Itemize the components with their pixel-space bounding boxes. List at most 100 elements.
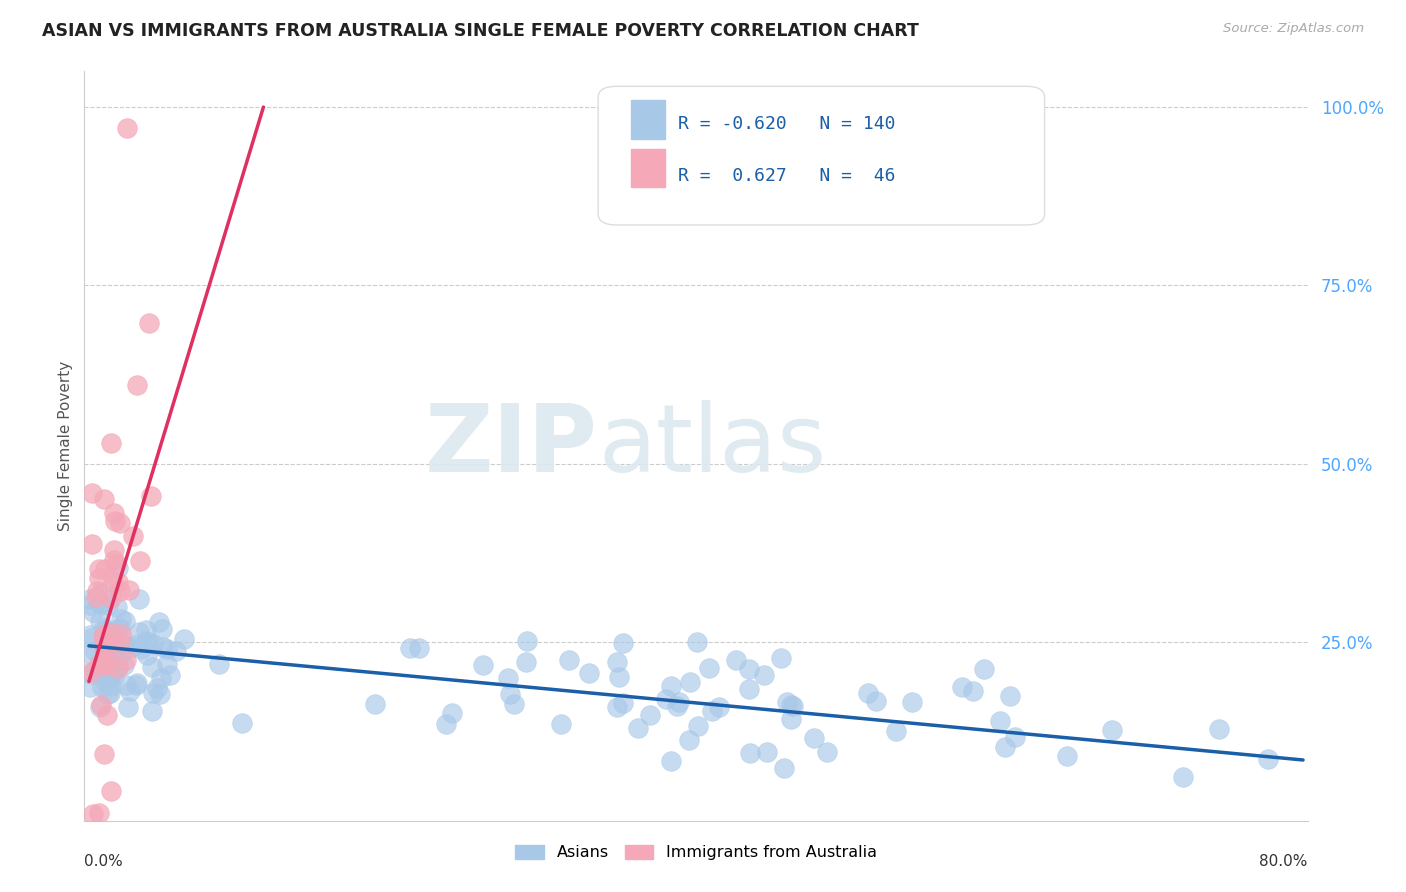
Point: [97, 599, 120, 613]
Point: [110, 612, 132, 626]
Point: [110, 621, 132, 635]
Point: [104, 557, 127, 571]
Point: [738, 681, 761, 696]
Point: [112, 636, 135, 650]
Point: [578, 665, 600, 680]
Point: [79, 598, 101, 612]
Point: [135, 623, 157, 637]
Point: [138, 316, 160, 330]
Point: [364, 697, 387, 711]
Point: [93, 491, 115, 506]
Point: [165, 644, 187, 658]
Point: [125, 377, 148, 392]
Point: [82, 806, 104, 821]
Point: [91, 663, 114, 677]
Point: [136, 635, 159, 649]
Point: [89, 614, 111, 628]
Point: [105, 658, 128, 673]
Point: [84, 643, 107, 657]
Point: [655, 692, 678, 706]
Point: [89, 598, 111, 612]
FancyBboxPatch shape: [631, 149, 665, 187]
Point: [606, 700, 628, 714]
Point: [89, 699, 111, 714]
Text: R =  0.627   N =  46: R = 0.627 N = 46: [678, 168, 896, 186]
Point: [101, 626, 124, 640]
Point: [159, 668, 181, 682]
Point: [141, 660, 163, 674]
Point: [110, 637, 132, 651]
Point: [80, 631, 103, 645]
Point: [1004, 730, 1026, 744]
Point: [103, 553, 125, 567]
Point: [231, 715, 253, 730]
Point: [782, 699, 804, 714]
Point: [988, 714, 1011, 728]
Point: [515, 656, 537, 670]
Point: [686, 719, 709, 733]
FancyBboxPatch shape: [631, 100, 665, 139]
Point: [973, 662, 995, 676]
Point: [100, 591, 122, 606]
Point: [93, 628, 115, 642]
Point: [700, 704, 723, 718]
Point: [86, 590, 108, 604]
Point: [558, 653, 581, 667]
Point: [107, 622, 129, 636]
Point: [96, 648, 118, 662]
Point: [149, 687, 172, 701]
Point: [434, 716, 457, 731]
Point: [668, 695, 690, 709]
Point: [97, 669, 120, 683]
Point: [686, 635, 709, 649]
Point: [408, 640, 430, 655]
Point: [89, 657, 111, 672]
Point: [152, 640, 174, 655]
Point: [725, 653, 748, 667]
Point: [125, 676, 148, 690]
Point: [738, 746, 761, 760]
Point: [101, 626, 124, 640]
Y-axis label: Single Female Poverty: Single Female Poverty: [58, 361, 73, 531]
Text: ASIAN VS IMMIGRANTS FROM AUSTRALIA SINGLE FEMALE POVERTY CORRELATION CHART: ASIAN VS IMMIGRANTS FROM AUSTRALIA SINGL…: [42, 22, 920, 40]
Point: [1101, 723, 1123, 737]
Point: [103, 506, 125, 520]
Point: [612, 696, 634, 710]
Point: [93, 651, 115, 665]
Point: [84, 664, 107, 678]
Point: [773, 761, 796, 775]
Point: [697, 661, 720, 675]
Point: [96, 647, 118, 661]
Point: [776, 695, 799, 709]
Point: [865, 694, 887, 708]
Point: [80, 665, 103, 680]
Point: [97, 671, 120, 685]
Point: [901, 695, 924, 709]
Point: [87, 805, 110, 820]
Point: [94, 624, 117, 638]
Point: [471, 657, 494, 672]
Point: [103, 543, 125, 558]
Point: [90, 586, 112, 600]
Point: [79, 680, 101, 694]
Point: [122, 529, 145, 543]
Point: [606, 656, 628, 670]
Point: [884, 723, 907, 738]
Point: [129, 641, 152, 656]
Point: [80, 486, 103, 500]
Point: [101, 574, 124, 589]
Point: [128, 554, 150, 568]
FancyBboxPatch shape: [598, 87, 1045, 225]
Point: [93, 657, 115, 671]
Point: [89, 596, 111, 610]
Point: [503, 697, 526, 711]
Point: [496, 671, 519, 685]
Point: [709, 700, 731, 714]
Point: [139, 489, 162, 503]
Point: [110, 635, 132, 649]
Point: [770, 650, 793, 665]
Point: [550, 716, 572, 731]
Point: [114, 614, 136, 628]
Point: [98, 686, 121, 700]
Point: [440, 706, 463, 720]
